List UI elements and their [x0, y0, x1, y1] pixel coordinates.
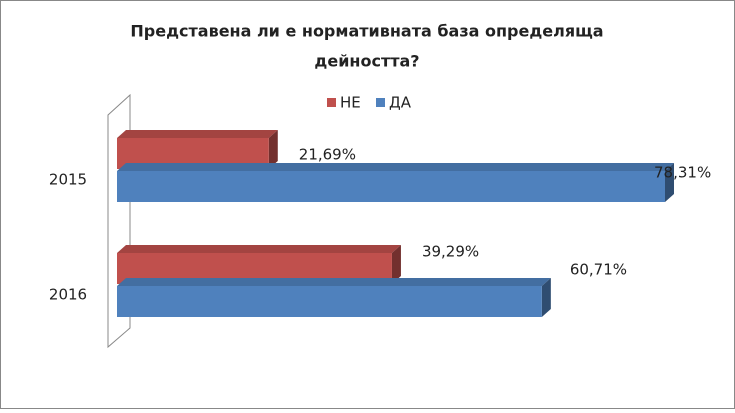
data-label: 78,31%: [654, 164, 711, 182]
bar-top: [117, 278, 551, 286]
legend-label: ДА: [389, 94, 412, 112]
bar-side: [665, 163, 674, 202]
y-tick-label: 2015: [49, 171, 87, 189]
bar: [117, 286, 542, 317]
legend-swatch: [376, 98, 385, 107]
data-label: 39,29%: [422, 243, 479, 261]
bar-top: [117, 130, 278, 138]
chart-title: Представена ли е нормативната база опред…: [130, 22, 603, 41]
bar-top: [117, 245, 401, 253]
data-label: 21,69%: [299, 146, 356, 164]
bar-side: [391, 245, 401, 284]
data-label: 60,71%: [570, 261, 627, 279]
chart-title: дейността?: [314, 52, 419, 71]
legend-label: НЕ: [340, 94, 361, 112]
bar: [117, 171, 665, 202]
bar-side: [541, 278, 551, 317]
legend-swatch: [327, 98, 336, 107]
bar-top: [117, 163, 674, 171]
y-tick-label: 2016: [49, 286, 87, 304]
bar-side: [268, 130, 278, 169]
wall: [107, 93, 131, 349]
